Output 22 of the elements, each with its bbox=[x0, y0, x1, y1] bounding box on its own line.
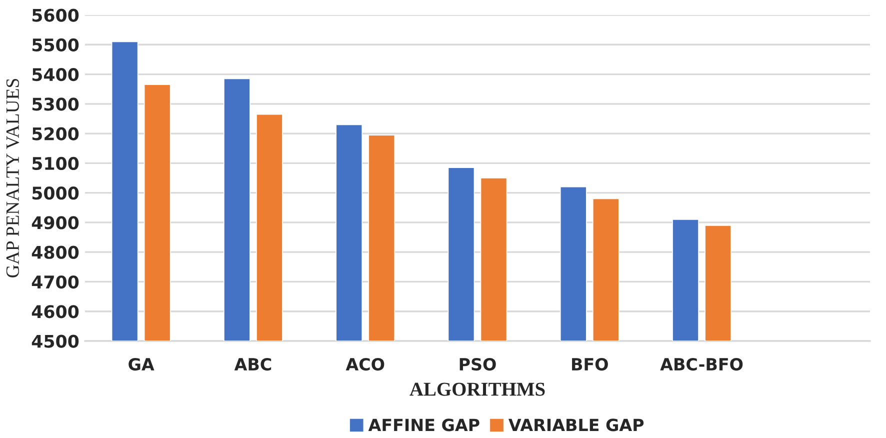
y-tick-label: 5000 bbox=[32, 186, 79, 200]
y-tick-label: 4700 bbox=[32, 275, 79, 289]
y-tick-label: 4800 bbox=[32, 246, 79, 259]
y-tick-label: 5300 bbox=[32, 98, 79, 111]
legend-label: VARIABLE GAP bbox=[508, 418, 644, 432]
x-tick-label: ACO bbox=[346, 358, 384, 371]
x-tick-label: GA bbox=[128, 358, 154, 371]
y-tick-label: 5600 bbox=[32, 8, 79, 22]
y-tick-label: 4600 bbox=[32, 305, 79, 318]
x-tick-label: BFO bbox=[572, 358, 608, 371]
y-tick-label: 4900 bbox=[32, 216, 79, 230]
x-tick-label: PSO bbox=[460, 358, 496, 371]
x-tick-label: ABC bbox=[234, 358, 272, 371]
y-tick-label: 4500 bbox=[32, 334, 79, 348]
y-axis-title: GAP PENALTY VALUES bbox=[6, 78, 20, 278]
y-tick-label: 5200 bbox=[32, 127, 79, 140]
legend-label: AFFINE GAP bbox=[368, 418, 480, 432]
x-tick-label: ABC-BFO bbox=[660, 358, 743, 371]
y-tick-label: 5100 bbox=[32, 156, 79, 170]
x-axis-title: ALGORITHMS bbox=[410, 382, 545, 396]
y-tick-label: 5500 bbox=[32, 38, 79, 52]
y-tick-label: 5400 bbox=[32, 68, 79, 82]
